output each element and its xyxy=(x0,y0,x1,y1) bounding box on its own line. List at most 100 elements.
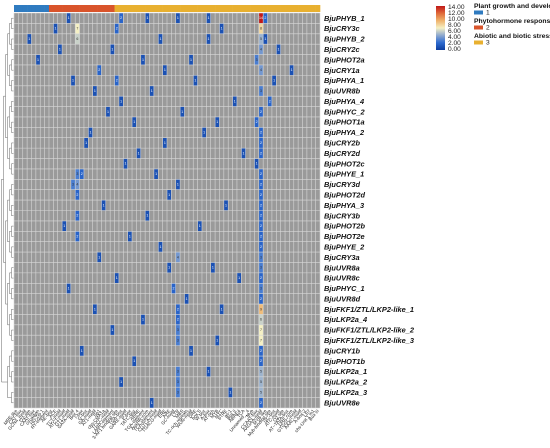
dendrogram-branch xyxy=(11,38,14,50)
group-bar-segment xyxy=(83,5,89,12)
column-label: ACE xyxy=(48,408,58,418)
group-bar-segment xyxy=(293,5,299,12)
row-label: BjuPHYA_1 xyxy=(324,76,364,85)
group-bar-segment xyxy=(201,5,207,12)
row-label: BjuCRY2b xyxy=(324,139,360,148)
row-label: BjuLKP2a_1 xyxy=(324,367,367,376)
cell-value: 1 xyxy=(225,203,227,207)
heatmap-cell xyxy=(97,252,102,263)
cell-value: 2 xyxy=(260,151,262,155)
heatmap-cell xyxy=(167,189,172,201)
column-labels: MRE-likeCAT-boxGCN4_motifO2-siteCAAT-box… xyxy=(3,408,320,440)
cell-value: 1 xyxy=(164,68,166,72)
heatmap-cell xyxy=(114,23,119,34)
dendrogram-branch xyxy=(9,231,12,253)
cell-value: 2 xyxy=(260,203,262,207)
row-label: BjuUVR8d xyxy=(324,294,361,303)
dendrogram-branch xyxy=(7,33,10,76)
heatmap-cell xyxy=(258,189,264,201)
heatmap-cell xyxy=(258,397,264,408)
cell-value: 3 xyxy=(72,183,74,187)
row-label: BjuCRY2d xyxy=(324,149,360,158)
legend-category-code: 3 xyxy=(486,40,490,47)
cell-value: 1 xyxy=(138,151,140,155)
group-bar-segment xyxy=(48,5,54,12)
row-label: BjuPHOT2b xyxy=(324,222,366,231)
group-bar-segment xyxy=(118,5,124,12)
heatmap-cell xyxy=(175,366,181,377)
heatmap-cell xyxy=(75,33,80,45)
heatmap-cell xyxy=(258,283,264,294)
column-label: as-1 xyxy=(223,408,233,418)
cell-value: 2 xyxy=(269,99,271,103)
group-bar-segment xyxy=(101,5,107,12)
heatmap-cell xyxy=(258,179,264,190)
cell-value: 1 xyxy=(142,58,144,62)
heatmap-cell xyxy=(267,96,272,107)
heatmap-cell xyxy=(215,116,220,128)
cell-value: 1 xyxy=(116,276,118,280)
heatmap-cell xyxy=(114,272,119,284)
dendrogram-branch xyxy=(7,283,10,326)
cell-value: 1 xyxy=(120,99,122,103)
heatmap-cell xyxy=(132,116,137,128)
cell-value: 5 xyxy=(260,380,262,384)
cell-value: 2 xyxy=(260,234,262,238)
cell-value: 1 xyxy=(63,224,65,228)
heatmap-cell xyxy=(167,262,172,273)
cell-value: 8 xyxy=(260,27,262,31)
heatmap-cell xyxy=(258,272,264,284)
cell-value: 1 xyxy=(208,16,210,20)
heatmap-cell xyxy=(276,44,281,55)
color-scale-tick: 4.00 xyxy=(448,34,461,41)
cell-value: 3 xyxy=(260,266,262,270)
group-bar-segment xyxy=(254,5,260,12)
dendrogram-branch xyxy=(7,116,10,159)
heatmap-cell xyxy=(258,168,264,180)
group-bar-segment xyxy=(188,5,194,12)
heatmap-cell xyxy=(258,366,264,377)
cell-value: 7 xyxy=(76,27,78,31)
row-label: BjuLKP2a_4 xyxy=(324,315,367,324)
heatmap-cell xyxy=(175,376,181,388)
group-bar-segment xyxy=(271,5,277,12)
group-bar-segment xyxy=(31,5,37,12)
heatmap-cell xyxy=(171,283,176,294)
group-bar-segment xyxy=(315,5,321,12)
cell-value: 3 xyxy=(260,89,262,93)
group-bar-segment xyxy=(158,5,163,12)
heatmap-cell xyxy=(92,85,98,97)
row-label: BjuFKF1/ZTL/LKP2-like_1 xyxy=(324,305,414,314)
column-label: P-box xyxy=(121,408,133,421)
dendrogram-branch xyxy=(11,101,14,112)
dendrogram-branch xyxy=(7,199,10,242)
heatmap-cell xyxy=(228,387,233,398)
cell-value: 3 xyxy=(177,370,179,374)
legend-category-code: 2 xyxy=(486,25,490,32)
heatmap-cell xyxy=(258,23,264,34)
heatmap-cell xyxy=(258,33,264,45)
color-scale-tick: 8.00 xyxy=(448,22,461,29)
heatmap-cell xyxy=(114,75,119,86)
heatmap-cell xyxy=(75,189,80,201)
dendrogram-branch xyxy=(11,392,14,404)
dendrogram-branch xyxy=(11,267,14,279)
heatmap-cell xyxy=(258,220,264,232)
column-label: DRE xyxy=(188,408,198,419)
column-label: ARE xyxy=(162,408,172,418)
cell-value: 1 xyxy=(264,37,266,41)
heatmap-cell xyxy=(254,116,259,128)
heatmap-cell xyxy=(258,314,264,325)
dendrogram-branch xyxy=(11,184,14,196)
dendrogram-branch xyxy=(9,23,12,45)
cell-value: 1 xyxy=(199,224,201,228)
dendrogram-branch xyxy=(9,355,12,378)
dendrogram-branch xyxy=(11,17,14,29)
heatmap-cell xyxy=(79,345,84,357)
heatmap-cell xyxy=(254,54,259,65)
heatmap-cell xyxy=(66,13,71,24)
dendrogram-branch xyxy=(11,163,14,175)
heatmap-cell xyxy=(258,13,264,24)
row-label: BjuPHOT1b xyxy=(324,357,366,366)
cell-value: 2 xyxy=(260,349,262,353)
